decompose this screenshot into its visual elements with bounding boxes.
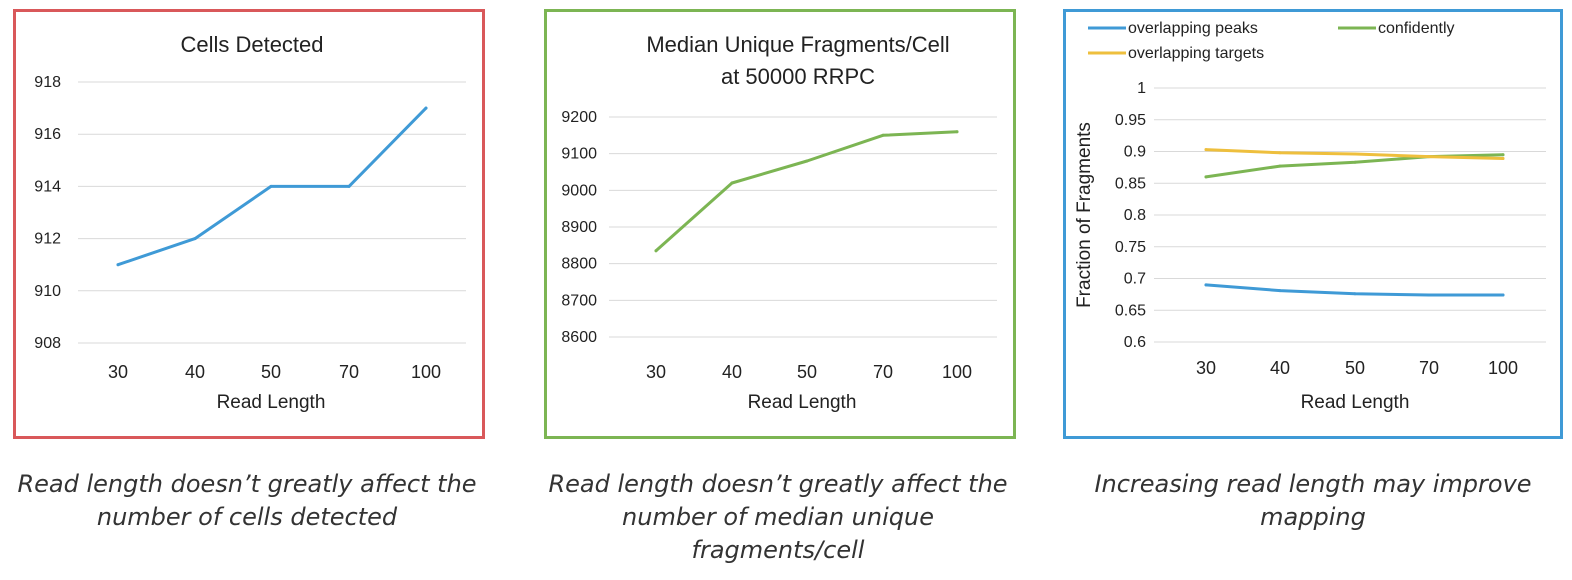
caption-fraction-fragments: Increasing read length may improve mappi… xyxy=(1094,470,1532,531)
y-tick-label: 0.95 xyxy=(1115,112,1146,129)
x-tick-label: 40 xyxy=(722,362,742,382)
x-tick-label: 30 xyxy=(646,362,666,382)
x-tick-label: 40 xyxy=(185,362,205,382)
x-tick-label: 50 xyxy=(261,362,281,382)
fraction-fragments-chart-panel: 0.6 0.65 0.7 0.75 0.8 0.85 0.9 0.95 1 30 40 50 70 100… xyxy=(1063,9,1563,439)
data-point xyxy=(1353,160,1357,164)
data-point xyxy=(881,133,885,137)
y-tick-label: 1 xyxy=(1137,80,1146,97)
data-point xyxy=(1353,292,1357,296)
x-tick-label: 50 xyxy=(797,362,817,382)
data-point xyxy=(1501,153,1505,157)
x-tick-label: 100 xyxy=(411,362,441,382)
y-tick-label: 0.75 xyxy=(1115,239,1146,256)
x-tick-label: 100 xyxy=(1488,358,1518,378)
chart-title: Cells Detected xyxy=(180,32,323,57)
y-tick-label: 912 xyxy=(34,231,61,248)
data-point xyxy=(955,130,959,134)
data-point xyxy=(1204,175,1208,179)
y-tick-label: 8900 xyxy=(561,219,597,236)
y-tick-label: 8600 xyxy=(561,329,597,346)
y-tick-label: 8800 xyxy=(561,256,597,273)
median-fragments-chart: Median Unique Fragments/Cell at 50000 RRP… xyxy=(561,32,997,413)
data-point xyxy=(1204,148,1208,152)
data-point xyxy=(424,106,428,110)
y-tick-label: 0.8 xyxy=(1124,207,1146,224)
data-point xyxy=(1501,157,1505,160)
data-point xyxy=(1353,152,1357,156)
y-tick-label: 908 xyxy=(34,335,61,352)
cells-detected-chart: Cells Detected 908 910 912 914 916 918 30 40 50 70… xyxy=(34,32,466,413)
y-tick-label: 9000 xyxy=(561,182,597,199)
data-point xyxy=(347,184,351,188)
legend-entry: overlapping peaks xyxy=(1128,20,1258,37)
data-point xyxy=(1501,293,1505,297)
y-tick-label: 910 xyxy=(34,283,61,300)
data-point xyxy=(1278,164,1282,168)
data-point xyxy=(1204,283,1208,287)
x-tick-label: 70 xyxy=(1419,358,1439,378)
data-point xyxy=(116,263,120,267)
x-tick-label: 40 xyxy=(1270,358,1290,378)
x-tick-label: 50 xyxy=(1345,358,1365,378)
y-tick-label: 918 xyxy=(34,74,61,91)
chart-title-line: Median Unique Fragments/Cell xyxy=(646,32,949,57)
y-tick-label: 9200 xyxy=(561,109,597,126)
x-axis-label: Read Length xyxy=(748,392,857,413)
fraction-fragments-chart: 0.6 0.65 0.7 0.75 0.8 0.85 0.9 0.95 1 30 40 50 70 100… xyxy=(1074,20,1546,413)
x-tick-label: 70 xyxy=(339,362,359,382)
y-tick-label: 0.7 xyxy=(1124,271,1146,288)
legend-entry: confidently xyxy=(1378,20,1455,37)
caption-cells-detected: Read length doesn’t greatly affect the n… xyxy=(17,470,477,531)
y-tick-label: 916 xyxy=(34,126,61,143)
data-point xyxy=(269,184,273,188)
x-axis-label: Read Length xyxy=(217,392,326,413)
y-tick-label: 8700 xyxy=(561,292,597,309)
data-point xyxy=(193,237,197,241)
x-tick-label: 70 xyxy=(873,362,893,382)
cells-detected-chart-panel: Cells Detected 908 910 912 914 916 918 30 40 50 70… xyxy=(13,9,485,439)
data-point xyxy=(1427,155,1431,159)
y-tick-label: 914 xyxy=(34,178,61,195)
y-axis-label: Fraction of Fragments xyxy=(1074,122,1095,308)
median-fragments-chart-panel: Median Unique Fragments/Cell at 50000 RRP… xyxy=(544,9,1016,439)
x-tick-label: 30 xyxy=(1196,358,1216,378)
data-point xyxy=(805,159,809,163)
data-point xyxy=(654,249,658,253)
y-tick-label: 0.9 xyxy=(1124,144,1146,161)
x-tick-label: 100 xyxy=(942,362,972,382)
y-tick-label: 9100 xyxy=(561,146,597,163)
x-axis-label: Read Length xyxy=(1301,392,1410,413)
caption-median-fragments: Read length doesn’t greatly affect the n… xyxy=(548,470,1008,564)
y-tick-label: 0.6 xyxy=(1124,334,1146,351)
legend-entry: overlapping targets xyxy=(1128,45,1264,62)
y-tick-label: 0.65 xyxy=(1115,302,1146,319)
y-tick-label: 0.85 xyxy=(1115,175,1146,192)
data-point xyxy=(1278,151,1282,155)
x-tick-label: 30 xyxy=(108,362,128,382)
chart-title-line: at 50000 RRPC xyxy=(721,64,875,89)
data-point xyxy=(730,181,734,185)
data-point xyxy=(1427,293,1431,297)
series-line xyxy=(654,130,959,253)
data-point xyxy=(1278,289,1282,293)
